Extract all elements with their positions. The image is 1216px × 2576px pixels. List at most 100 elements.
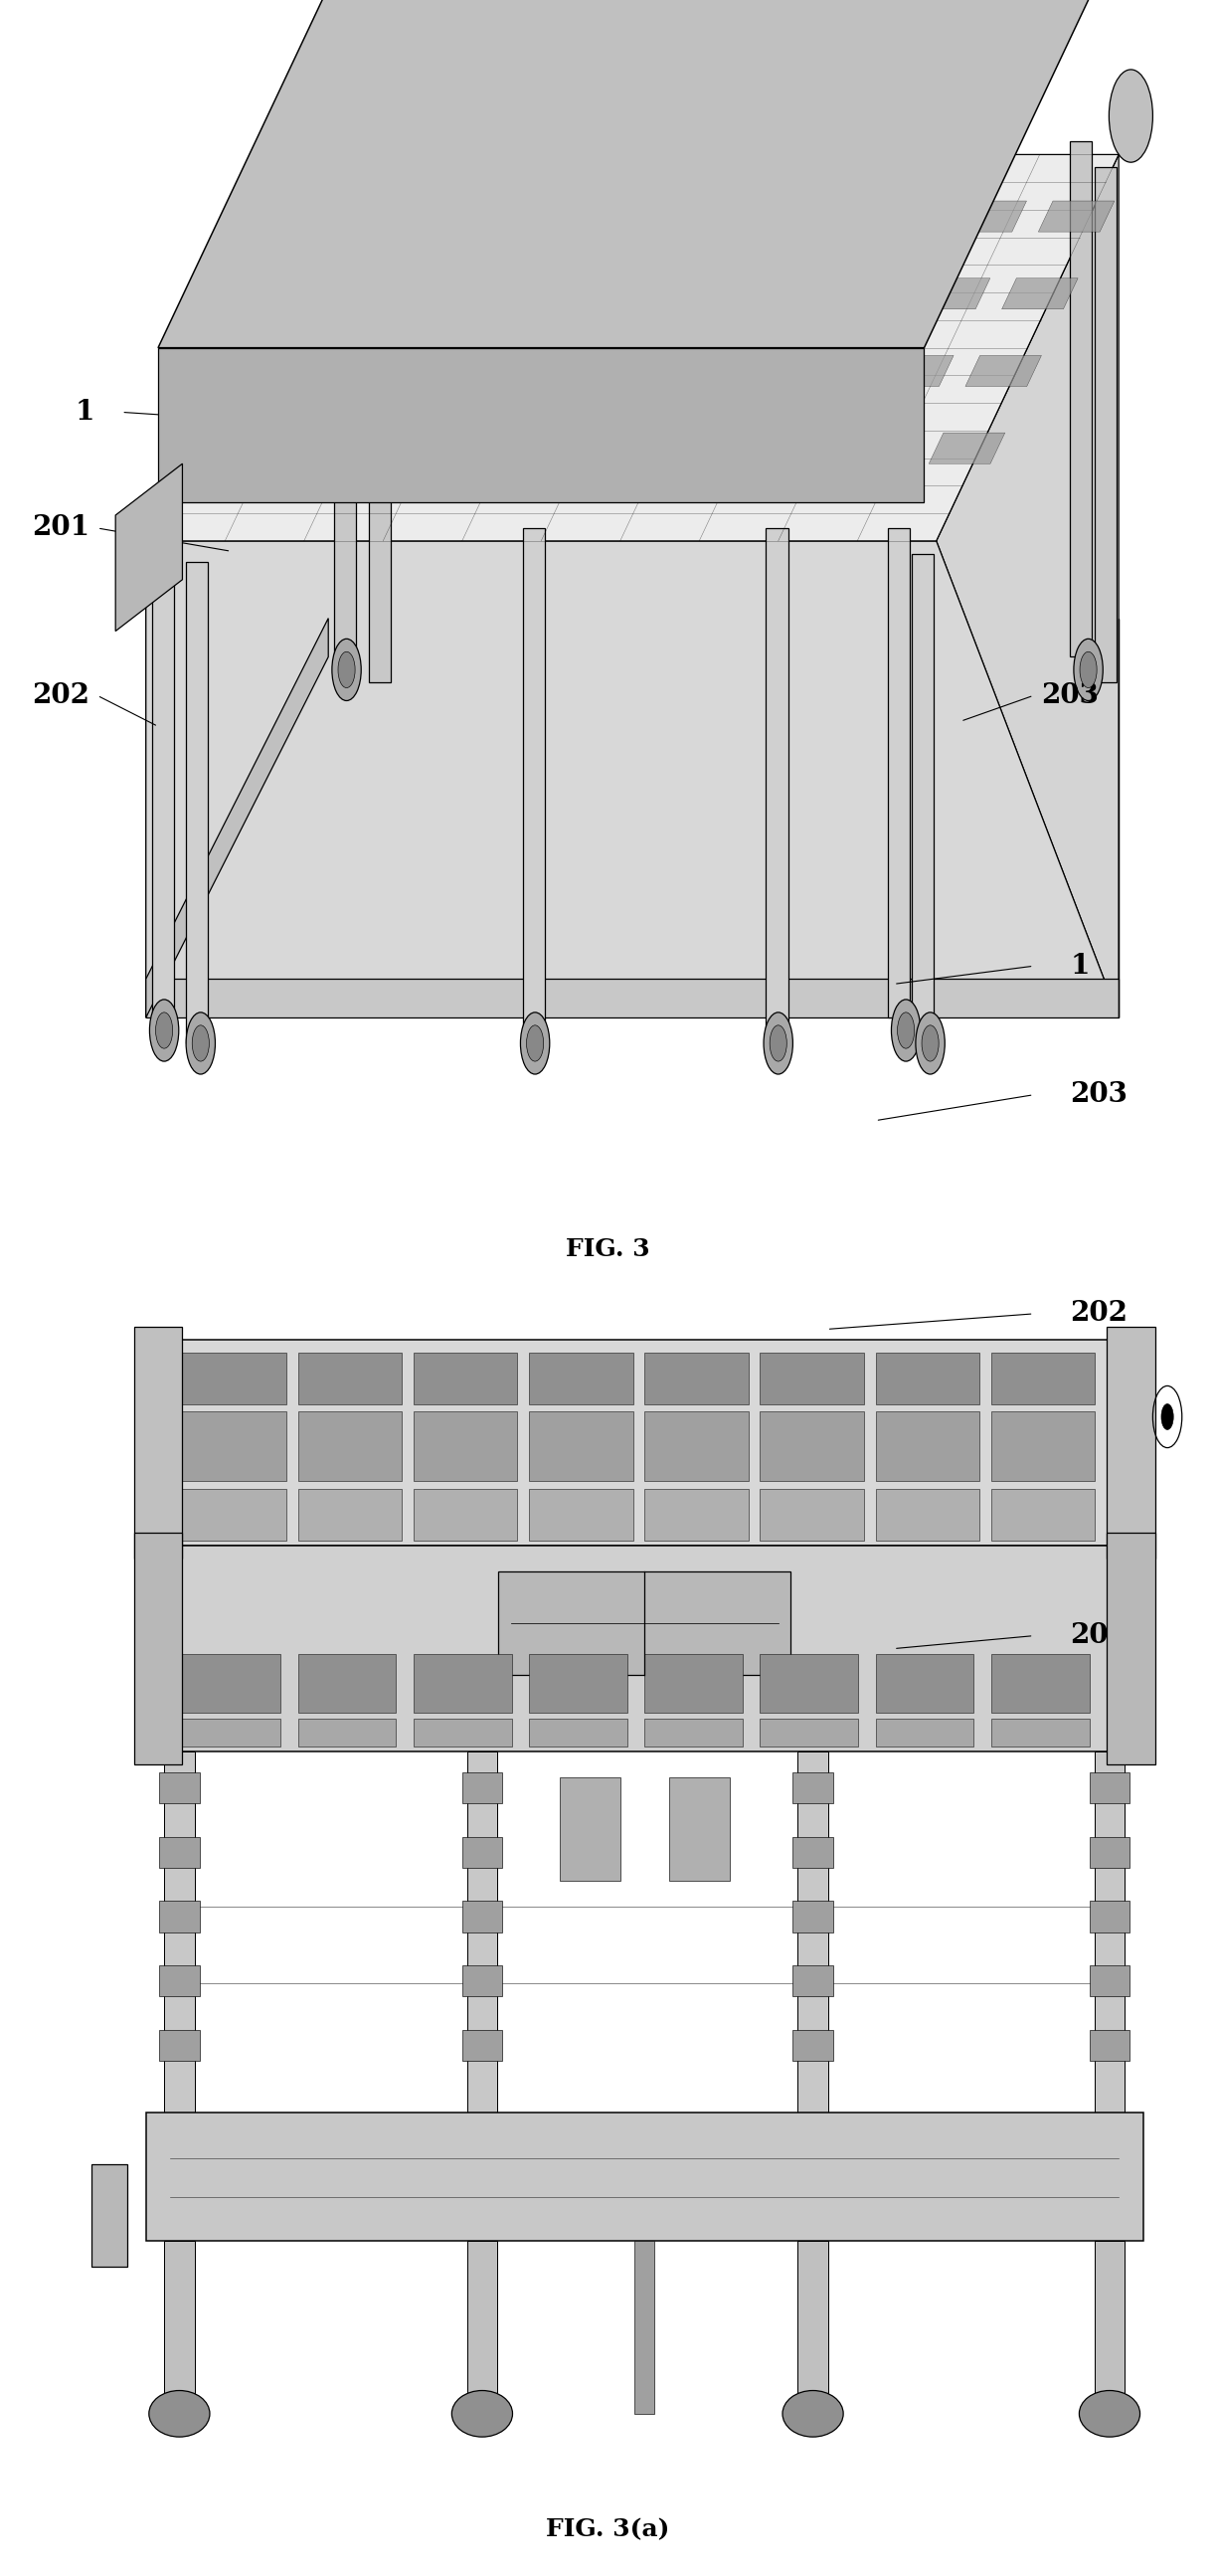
Bar	[529, 1718, 627, 1747]
Polygon shape	[912, 554, 934, 1043]
Polygon shape	[387, 278, 463, 309]
Bar	[635, 2241, 654, 2414]
Polygon shape	[523, 528, 545, 1030]
Polygon shape	[702, 355, 778, 386]
Bar	[499, 1571, 790, 1674]
Bar	[991, 1654, 1090, 1713]
Bar	[164, 1752, 195, 2112]
Polygon shape	[152, 528, 174, 1018]
Bar	[1090, 1901, 1130, 1932]
Polygon shape	[439, 355, 514, 386]
Polygon shape	[490, 433, 565, 464]
Polygon shape	[146, 541, 1119, 1018]
Circle shape	[186, 1012, 215, 1074]
Circle shape	[527, 1025, 544, 1061]
Polygon shape	[599, 201, 675, 232]
Bar	[159, 1901, 199, 1932]
Bar	[159, 2030, 199, 2061]
Polygon shape	[186, 562, 208, 1043]
Bar	[134, 1327, 182, 1558]
Bar	[798, 1752, 828, 2112]
Bar	[182, 1489, 286, 1540]
Bar	[298, 1718, 396, 1747]
Polygon shape	[738, 278, 815, 309]
Bar	[146, 2112, 1143, 2241]
Bar	[793, 2030, 833, 2061]
Polygon shape	[512, 201, 587, 232]
Bar	[170, 1546, 1119, 1752]
Bar	[467, 1752, 497, 2112]
Bar	[91, 2164, 128, 2267]
Bar	[644, 1412, 748, 1481]
Polygon shape	[888, 528, 910, 1018]
Polygon shape	[226, 433, 303, 464]
Polygon shape	[527, 355, 602, 386]
Polygon shape	[1070, 142, 1092, 657]
Bar	[760, 1654, 858, 1713]
Bar	[467, 2241, 497, 2396]
Polygon shape	[936, 155, 1119, 1018]
Bar	[793, 1837, 833, 1868]
Polygon shape	[687, 201, 764, 232]
Bar	[529, 1352, 632, 1404]
Bar	[1107, 1327, 1155, 1558]
Polygon shape	[336, 201, 412, 232]
Bar	[413, 1412, 518, 1481]
Circle shape	[1161, 1404, 1173, 1430]
Bar	[182, 1654, 281, 1713]
Circle shape	[922, 1025, 939, 1061]
Circle shape	[192, 1025, 209, 1061]
Bar	[760, 1412, 863, 1481]
Circle shape	[764, 1012, 793, 1074]
Polygon shape	[789, 355, 866, 386]
Polygon shape	[1038, 201, 1114, 232]
Polygon shape	[116, 464, 182, 631]
Polygon shape	[966, 355, 1041, 386]
Bar	[182, 1352, 286, 1404]
Bar	[798, 2241, 828, 2396]
Text: FIG. 3(a): FIG. 3(a)	[546, 2517, 670, 2543]
Polygon shape	[841, 433, 917, 464]
Bar	[182, 1412, 286, 1481]
Circle shape	[897, 1012, 914, 1048]
Bar	[991, 1489, 1094, 1540]
Circle shape	[1074, 639, 1103, 701]
Text: FIG. 3: FIG. 3	[565, 1236, 651, 1262]
Bar	[159, 1965, 199, 1996]
Polygon shape	[651, 278, 727, 309]
Polygon shape	[563, 278, 638, 309]
Polygon shape	[1094, 167, 1116, 683]
Bar	[529, 1654, 627, 1713]
Polygon shape	[914, 278, 990, 309]
Bar	[760, 1489, 863, 1540]
Polygon shape	[146, 155, 328, 1018]
Polygon shape	[878, 355, 953, 386]
Polygon shape	[578, 433, 654, 464]
Polygon shape	[299, 278, 376, 309]
Ellipse shape	[783, 2391, 844, 2437]
Polygon shape	[368, 167, 390, 683]
Bar	[991, 1718, 1090, 1747]
Bar	[1090, 1772, 1130, 1803]
Text: 1: 1	[75, 399, 95, 425]
Bar	[529, 1489, 632, 1540]
Bar	[991, 1352, 1094, 1404]
Text: 1: 1	[1070, 953, 1090, 979]
Bar	[298, 1352, 401, 1404]
Bar	[1090, 2030, 1130, 2061]
Bar	[159, 1772, 199, 1803]
Circle shape	[156, 1012, 173, 1048]
Bar	[134, 1533, 182, 1765]
Polygon shape	[158, 0, 1107, 348]
Polygon shape	[402, 433, 478, 464]
Ellipse shape	[452, 2391, 513, 2437]
Bar	[298, 1489, 401, 1540]
Polygon shape	[263, 355, 339, 386]
Polygon shape	[775, 201, 851, 232]
Polygon shape	[334, 142, 356, 657]
Bar	[991, 1412, 1094, 1481]
Ellipse shape	[148, 2391, 210, 2437]
Bar	[1094, 2241, 1125, 2396]
Bar	[413, 1718, 512, 1747]
Polygon shape	[146, 155, 1119, 541]
